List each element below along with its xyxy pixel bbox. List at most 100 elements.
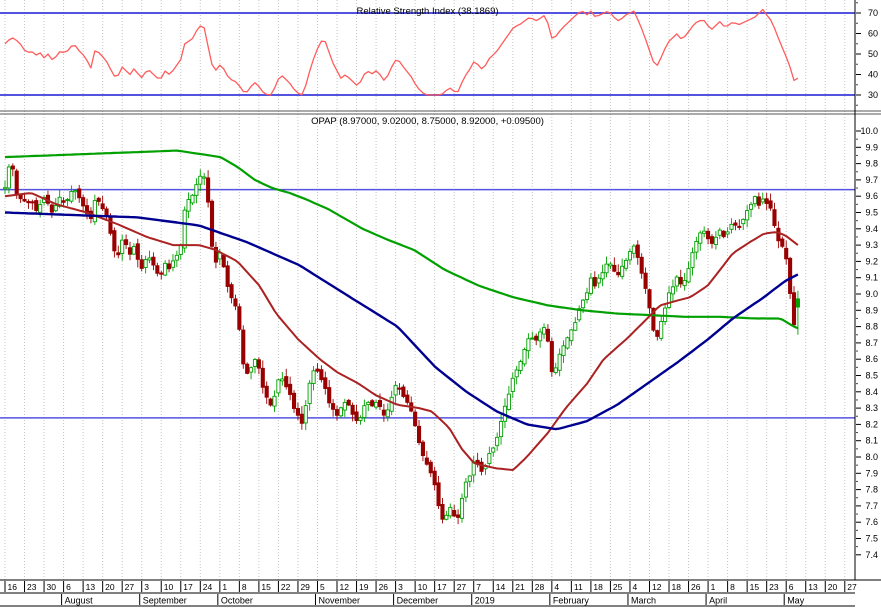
svg-text:18: 18 [593, 582, 603, 592]
candle [53, 205, 58, 212]
svg-text:9.4: 9.4 [865, 224, 878, 234]
svg-text:12: 12 [340, 582, 350, 592]
candle [319, 369, 324, 381]
svg-text:9.5: 9.5 [865, 208, 878, 218]
support-resistance-lines [0, 188, 855, 419]
candle [776, 227, 781, 242]
ma-long-line [4, 149, 799, 330]
candle [756, 196, 761, 206]
candle [331, 403, 336, 410]
candle [116, 252, 121, 256]
candle [452, 510, 457, 517]
candle [717, 229, 722, 236]
svg-text:40: 40 [868, 70, 878, 80]
candle [299, 413, 304, 424]
candle [588, 277, 593, 294]
candle [413, 411, 418, 427]
candle [741, 218, 746, 225]
svg-text:20: 20 [828, 582, 838, 592]
candle [737, 225, 742, 228]
svg-text:19: 19 [359, 582, 369, 592]
svg-text:4: 4 [632, 582, 637, 592]
svg-text:October: October [221, 596, 253, 606]
svg-text:28: 28 [535, 582, 545, 592]
svg-text:2019: 2019 [475, 596, 495, 606]
candle [690, 252, 695, 268]
candle [10, 165, 15, 170]
candle [573, 322, 578, 331]
svg-text:27: 27 [847, 582, 857, 592]
candle [620, 265, 625, 277]
svg-text:8.7: 8.7 [865, 338, 878, 348]
svg-text:9.3: 9.3 [865, 240, 878, 250]
candle [416, 425, 422, 444]
candle [397, 387, 402, 390]
candle [358, 417, 363, 421]
candle [604, 263, 609, 274]
svg-text:9.2: 9.2 [865, 256, 878, 266]
candle [163, 262, 168, 276]
svg-text:25: 25 [613, 582, 623, 592]
svg-text:21: 21 [515, 582, 525, 592]
svg-text:7.8: 7.8 [865, 485, 878, 495]
candle [432, 470, 437, 486]
svg-text:60: 60 [868, 29, 878, 39]
candle [221, 254, 226, 268]
candle [69, 191, 74, 202]
svg-text:6: 6 [789, 582, 794, 592]
candle [77, 188, 82, 199]
candle [393, 384, 398, 396]
candle [666, 292, 672, 308]
svg-text:3: 3 [144, 582, 149, 592]
candle [643, 272, 648, 289]
candle [81, 197, 86, 207]
candle [729, 223, 734, 230]
svg-text:26: 26 [379, 582, 389, 592]
svg-text:7.9: 7.9 [865, 468, 878, 478]
svg-text:13: 13 [86, 582, 96, 592]
candle [420, 441, 425, 457]
candle [670, 286, 675, 295]
svg-text:4: 4 [554, 582, 559, 592]
svg-text:7.7: 7.7 [865, 501, 878, 511]
panel-splitter[interactable] [0, 110, 881, 115]
svg-text:8.8: 8.8 [865, 322, 878, 332]
svg-text:8.5: 8.5 [865, 371, 878, 381]
candle [229, 284, 234, 299]
candle [405, 394, 410, 403]
candle [57, 196, 62, 207]
candle [479, 461, 484, 472]
candle [444, 514, 449, 520]
candle [545, 328, 550, 342]
candle [112, 230, 117, 252]
candle [709, 236, 715, 244]
svg-text:November: November [318, 596, 360, 606]
candle [295, 408, 301, 416]
rsi-y-axis: 70 60 50 40 30 [856, 2, 878, 106]
candle [14, 170, 19, 195]
svg-text:5: 5 [320, 582, 325, 592]
candle [143, 259, 148, 269]
candle [725, 231, 730, 235]
candle [288, 383, 293, 395]
candle [366, 401, 371, 406]
candle [174, 254, 179, 261]
candle [182, 209, 187, 249]
svg-text:17: 17 [437, 582, 447, 592]
candle [721, 230, 726, 238]
candle [463, 481, 468, 498]
candle [694, 241, 699, 253]
candle [108, 216, 113, 234]
candle [791, 292, 797, 326]
candle [678, 277, 683, 285]
candle [510, 377, 515, 392]
candle [772, 209, 777, 227]
svg-text:7.6: 7.6 [865, 517, 878, 527]
candle [760, 198, 765, 203]
candle [659, 321, 664, 339]
candle [584, 292, 590, 300]
candle [518, 361, 523, 371]
candle [491, 447, 496, 453]
svg-text:27: 27 [125, 582, 135, 592]
